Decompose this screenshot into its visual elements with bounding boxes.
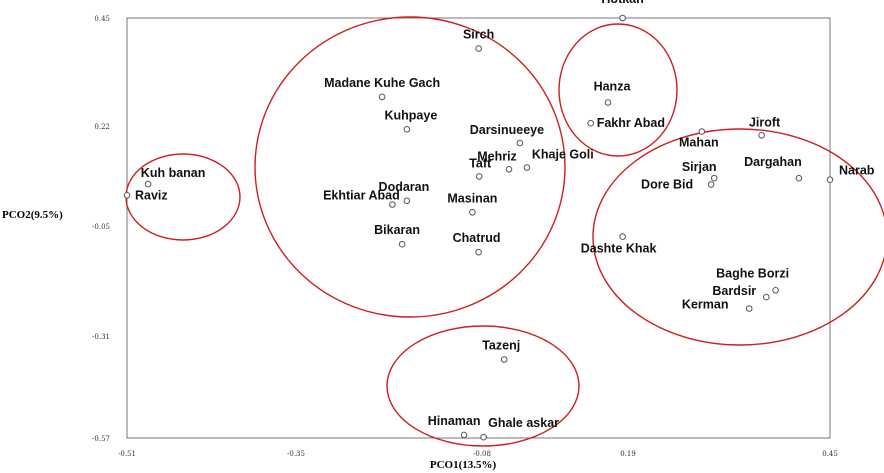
data-point <box>710 174 718 182</box>
point-label: Dargahan <box>744 155 802 169</box>
point-label: Darsinueeye <box>470 123 544 137</box>
data-point <box>475 173 483 180</box>
x-tick-label: -0.51 <box>118 450 136 458</box>
data-point <box>403 126 411 133</box>
data-point <box>389 201 396 208</box>
x-tick-label: 0.45 <box>822 450 838 458</box>
point-label: Narab <box>839 164 875 178</box>
data-point <box>480 433 487 441</box>
point-label: Dashte Khak <box>581 242 657 256</box>
cluster-ellipse-bottom <box>386 325 580 447</box>
x-tick-label: -0.35 <box>287 450 305 458</box>
data-point <box>795 174 803 182</box>
cluster-ellipse-center <box>254 16 566 318</box>
y-axis-title: PCO2(9.5%) <box>2 209 63 221</box>
point-label: Hotkan <box>601 0 643 6</box>
point-label: Sirjan <box>682 160 717 174</box>
point-label: Tazenj <box>482 339 520 353</box>
point-label: Baghe Borzi <box>716 266 789 280</box>
point-label: Chatrud <box>453 231 501 245</box>
point-label: Mahan <box>679 136 719 150</box>
data-points: Hotkan Hanza Fakhr Abad Sirch Madane Kuhe Ga… <box>123 0 875 441</box>
point-label: Jiroft <box>749 115 781 129</box>
point-label: Bikaran <box>374 223 420 237</box>
cluster-ellipses <box>125 16 884 447</box>
point-label: Khaje Goli <box>532 148 594 162</box>
data-point <box>826 176 834 183</box>
data-point <box>619 14 626 22</box>
point-label: Kerman <box>682 298 729 312</box>
data-point <box>378 93 386 101</box>
data-point <box>587 119 595 127</box>
data-point <box>698 128 706 135</box>
point-label: Fakhr Abad <box>597 116 665 130</box>
point-label: Kuh banan <box>141 166 206 180</box>
point-label: Hanza <box>594 80 632 94</box>
data-point <box>475 248 482 256</box>
data-point <box>619 233 626 240</box>
data-point <box>763 293 770 301</box>
data-point <box>772 287 779 294</box>
point-label: Raviz <box>135 188 168 202</box>
data-point <box>403 197 411 205</box>
data-point <box>398 240 406 248</box>
cluster-ellipse-right <box>592 128 884 346</box>
point-label: Ekhtiar Abad <box>323 189 400 203</box>
data-point <box>758 132 765 139</box>
cluster-ellipse-top <box>558 23 678 157</box>
data-point <box>500 356 508 363</box>
data-point <box>516 139 524 147</box>
point-label: Hinaman <box>428 414 481 428</box>
point-label: Madane Kuhe Gach <box>324 76 440 90</box>
point-label: Sirch <box>463 28 494 42</box>
data-point <box>604 99 612 106</box>
x-tick-label: 0.19 <box>620 450 636 458</box>
x-tick-label: -0.08 <box>473 450 491 458</box>
point-label: Ghale askar <box>488 416 559 430</box>
y-tick-label: -0.31 <box>92 333 110 341</box>
point-label: Taft <box>469 156 492 170</box>
data-point <box>523 164 531 171</box>
data-point <box>469 209 476 216</box>
data-point <box>745 305 753 312</box>
plot-frame <box>126 17 831 439</box>
data-point <box>707 181 715 188</box>
x-axis-title: PCO1(13.5%) <box>430 459 497 471</box>
data-point <box>475 45 482 52</box>
point-label: Mehriz <box>477 149 517 163</box>
y-tick-label: 0.45 <box>94 15 110 23</box>
y-tick-label: -0.05 <box>92 223 110 231</box>
y-tick-label: 0.22 <box>94 123 110 131</box>
data-point <box>505 166 513 173</box>
y-tick-label: -0.57 <box>92 435 110 443</box>
point-label: Dore Bid <box>641 178 693 192</box>
data-point <box>144 180 152 188</box>
data-point <box>123 192 131 199</box>
point-label: Bardsir <box>712 284 756 298</box>
point-label: Dodaran <box>379 180 430 194</box>
point-label: Masinan <box>447 191 497 205</box>
data-point <box>460 431 468 439</box>
point-label: Kuhpaye <box>385 108 438 122</box>
